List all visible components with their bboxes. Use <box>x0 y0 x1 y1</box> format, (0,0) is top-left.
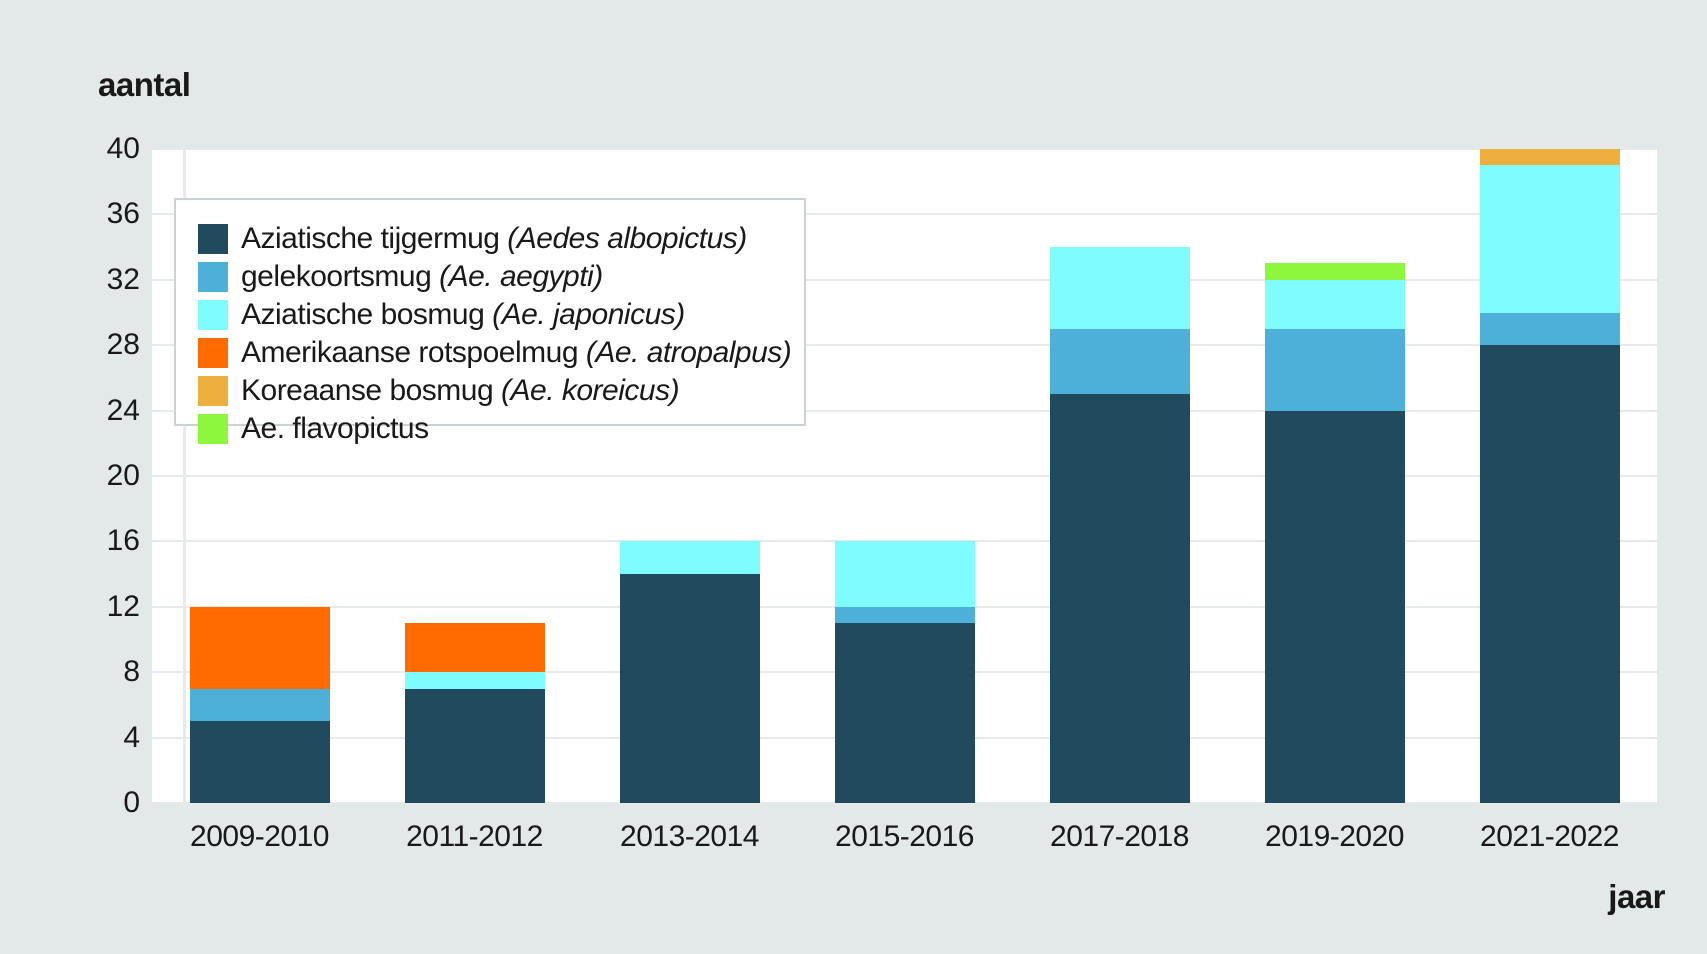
bar-segment-aziatische-tijgermug <box>619 574 760 803</box>
gridline <box>152 213 1657 216</box>
x-tick-label: 2009-2010 <box>190 820 329 853</box>
legend-label: gelekoortsmug (Ae. aegypti) <box>241 260 603 293</box>
bar-segment-amerikaanse-rotspoelmug <box>404 623 545 673</box>
gridline <box>152 278 1657 281</box>
legend-item: Amerikaanse rotspoelmug (Ae. atropalpus) <box>198 334 804 372</box>
bar-segment-aziatische-bosmug <box>404 672 545 689</box>
y-axis-title: aantal <box>98 66 191 103</box>
x-tick-label: 2017-2018 <box>1050 820 1189 853</box>
bar-2009-2010 <box>189 606 330 803</box>
y-tick-label: 8 <box>123 655 140 689</box>
bar-2021-2022 <box>1479 149 1620 803</box>
bar-segment-amerikaanse-rotspoelmug <box>189 606 330 689</box>
y-tick-label: 28 <box>106 328 140 362</box>
y-tick-label: 12 <box>106 589 140 623</box>
bar-segment-aziatische-tijgermug <box>1479 345 1620 803</box>
y-tick-label: 40 <box>106 132 140 165</box>
bar-2017-2018 <box>1049 247 1190 803</box>
y-tick-label: 0 <box>123 786 140 819</box>
plot-area <box>152 148 1657 804</box>
legend-label: Aziatische tijgermug (Aedes albopictus) <box>241 222 747 255</box>
legend-swatch-icon <box>198 262 228 292</box>
legend: Aziatische tijgermug (Aedes albopictus) g… <box>174 198 806 445</box>
legend-item: Ae. flavopictus <box>198 410 804 448</box>
x-tick-label: 2019-2020 <box>1265 820 1404 853</box>
gridline <box>152 475 1657 477</box>
legend-swatch-icon <box>198 376 228 406</box>
x-tick-label: 2021-2022 <box>1480 820 1619 853</box>
legend-item: Aziatische bosmug (Ae. japonicus) <box>198 296 804 334</box>
bar-segment-aziatische-bosmug <box>1264 279 1405 329</box>
bar-segment-aziatische-bosmug <box>619 541 760 575</box>
y-tick-label: 20 <box>106 459 140 492</box>
bar-2013-2014 <box>619 541 760 803</box>
legend-label: Ae. flavopictus <box>241 412 429 445</box>
y-tick-label: 24 <box>106 393 140 427</box>
legend-item: Aziatische tijgermug (Aedes albopictus) <box>198 220 804 258</box>
bar-segment-aziatische-tijgermug <box>834 623 975 803</box>
bar-segment-aziatische-bosmug <box>834 541 975 607</box>
x-axis-title: jaar <box>1608 878 1665 915</box>
bar-segment-gelekoortsmug <box>1479 312 1620 346</box>
legend-swatch-icon <box>198 300 228 330</box>
legend-swatch-icon <box>198 338 228 368</box>
bar-2011-2012 <box>404 623 545 803</box>
bar-segment-koreaanse-bosmug <box>1479 149 1620 166</box>
legend-item: gelekoortsmug (Ae. aegypti) <box>198 258 804 296</box>
gridline <box>152 540 1657 543</box>
x-tick-label: 2011-2012 <box>406 820 543 853</box>
bar-segment-gelekoortsmug <box>189 688 330 722</box>
bar-segment-aziatische-tijgermug <box>404 688 545 803</box>
y-tick-label: 32 <box>106 262 140 296</box>
legend-label: Amerikaanse rotspoelmug (Ae. atropalpus) <box>241 336 792 369</box>
x-tick-label: 2013-2014 <box>620 820 759 853</box>
legend-label: Aziatische bosmug (Ae. japonicus) <box>241 298 685 331</box>
bar-segment-aziatische-bosmug <box>1049 247 1190 329</box>
bar-segment-gelekoortsmug <box>1264 328 1405 411</box>
bar-segment-aziatische-bosmug <box>1479 165 1620 313</box>
gridline <box>152 344 1657 347</box>
legend-item: Koreaanse bosmug (Ae. koreicus) <box>198 372 804 410</box>
bar-segment-gelekoortsmug <box>1049 328 1190 395</box>
gridline <box>152 148 1657 150</box>
legend-swatch-icon <box>198 224 228 254</box>
bar-segment-aziatische-tijgermug <box>189 721 330 803</box>
legend-label: Koreaanse bosmug (Ae. koreicus) <box>241 374 680 407</box>
bar-segment-gelekoortsmug <box>834 606 975 624</box>
bar-segment-aziatische-tijgermug <box>1049 394 1190 803</box>
y-tick-label: 36 <box>106 197 140 231</box>
legend-swatch-icon <box>198 414 228 444</box>
x-tick-label: 2015-2016 <box>835 820 974 853</box>
gridline <box>152 409 1657 412</box>
bar-segment-ae-flavopictus <box>1264 263 1405 280</box>
bar-segment-aziatische-tijgermug <box>1264 410 1405 803</box>
y-tick-label: 16 <box>106 524 140 558</box>
bar-2015-2016 <box>834 541 975 803</box>
y-tick-label: 4 <box>123 720 140 754</box>
bar-2019-2020 <box>1264 263 1405 803</box>
gridline <box>152 802 1657 804</box>
